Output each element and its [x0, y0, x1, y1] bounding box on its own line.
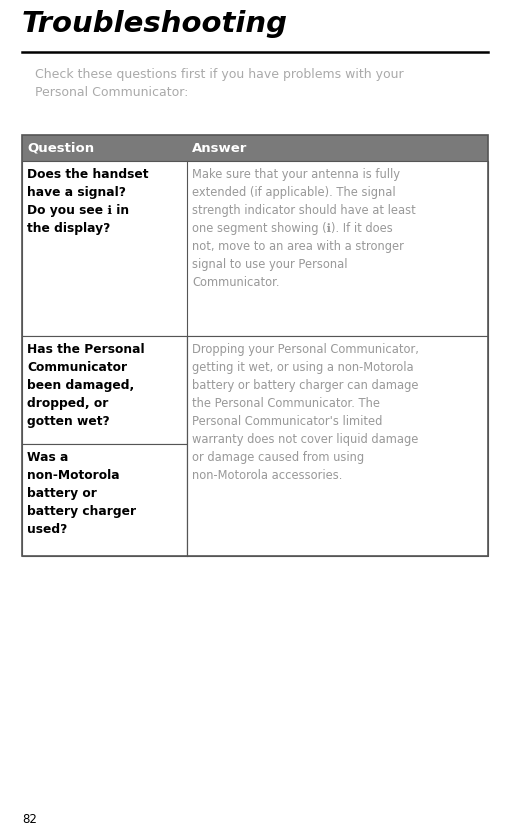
- Text: Dropping your Personal Communicator,
getting it wet, or using a non-Motorola
bat: Dropping your Personal Communicator, get…: [193, 343, 419, 482]
- Text: Troubleshooting: Troubleshooting: [22, 10, 288, 38]
- Text: Does the handset
have a signal?
Do you see ℹ in
the display?: Does the handset have a signal? Do you s…: [27, 168, 149, 235]
- Bar: [22, 444, 188, 556]
- Bar: [188, 336, 488, 556]
- Bar: [22, 161, 488, 336]
- Text: Was a
non-Motorola
battery or
battery charger
used?: Was a non-Motorola battery or battery ch…: [27, 451, 136, 536]
- Bar: [22, 135, 488, 161]
- Bar: [22, 135, 488, 556]
- Text: 82: 82: [22, 813, 37, 826]
- Text: Question: Question: [27, 142, 94, 154]
- Bar: [22, 336, 188, 444]
- Text: Check these questions first if you have problems with your
Personal Communicator: Check these questions first if you have …: [35, 68, 404, 100]
- Text: Make sure that your antenna is fully
extended (if applicable). The signal
streng: Make sure that your antenna is fully ext…: [193, 168, 416, 289]
- Text: Has the Personal
Communicator
been damaged,
dropped, or
gotten wet?: Has the Personal Communicator been damag…: [27, 343, 144, 428]
- Text: Answer: Answer: [193, 142, 248, 154]
